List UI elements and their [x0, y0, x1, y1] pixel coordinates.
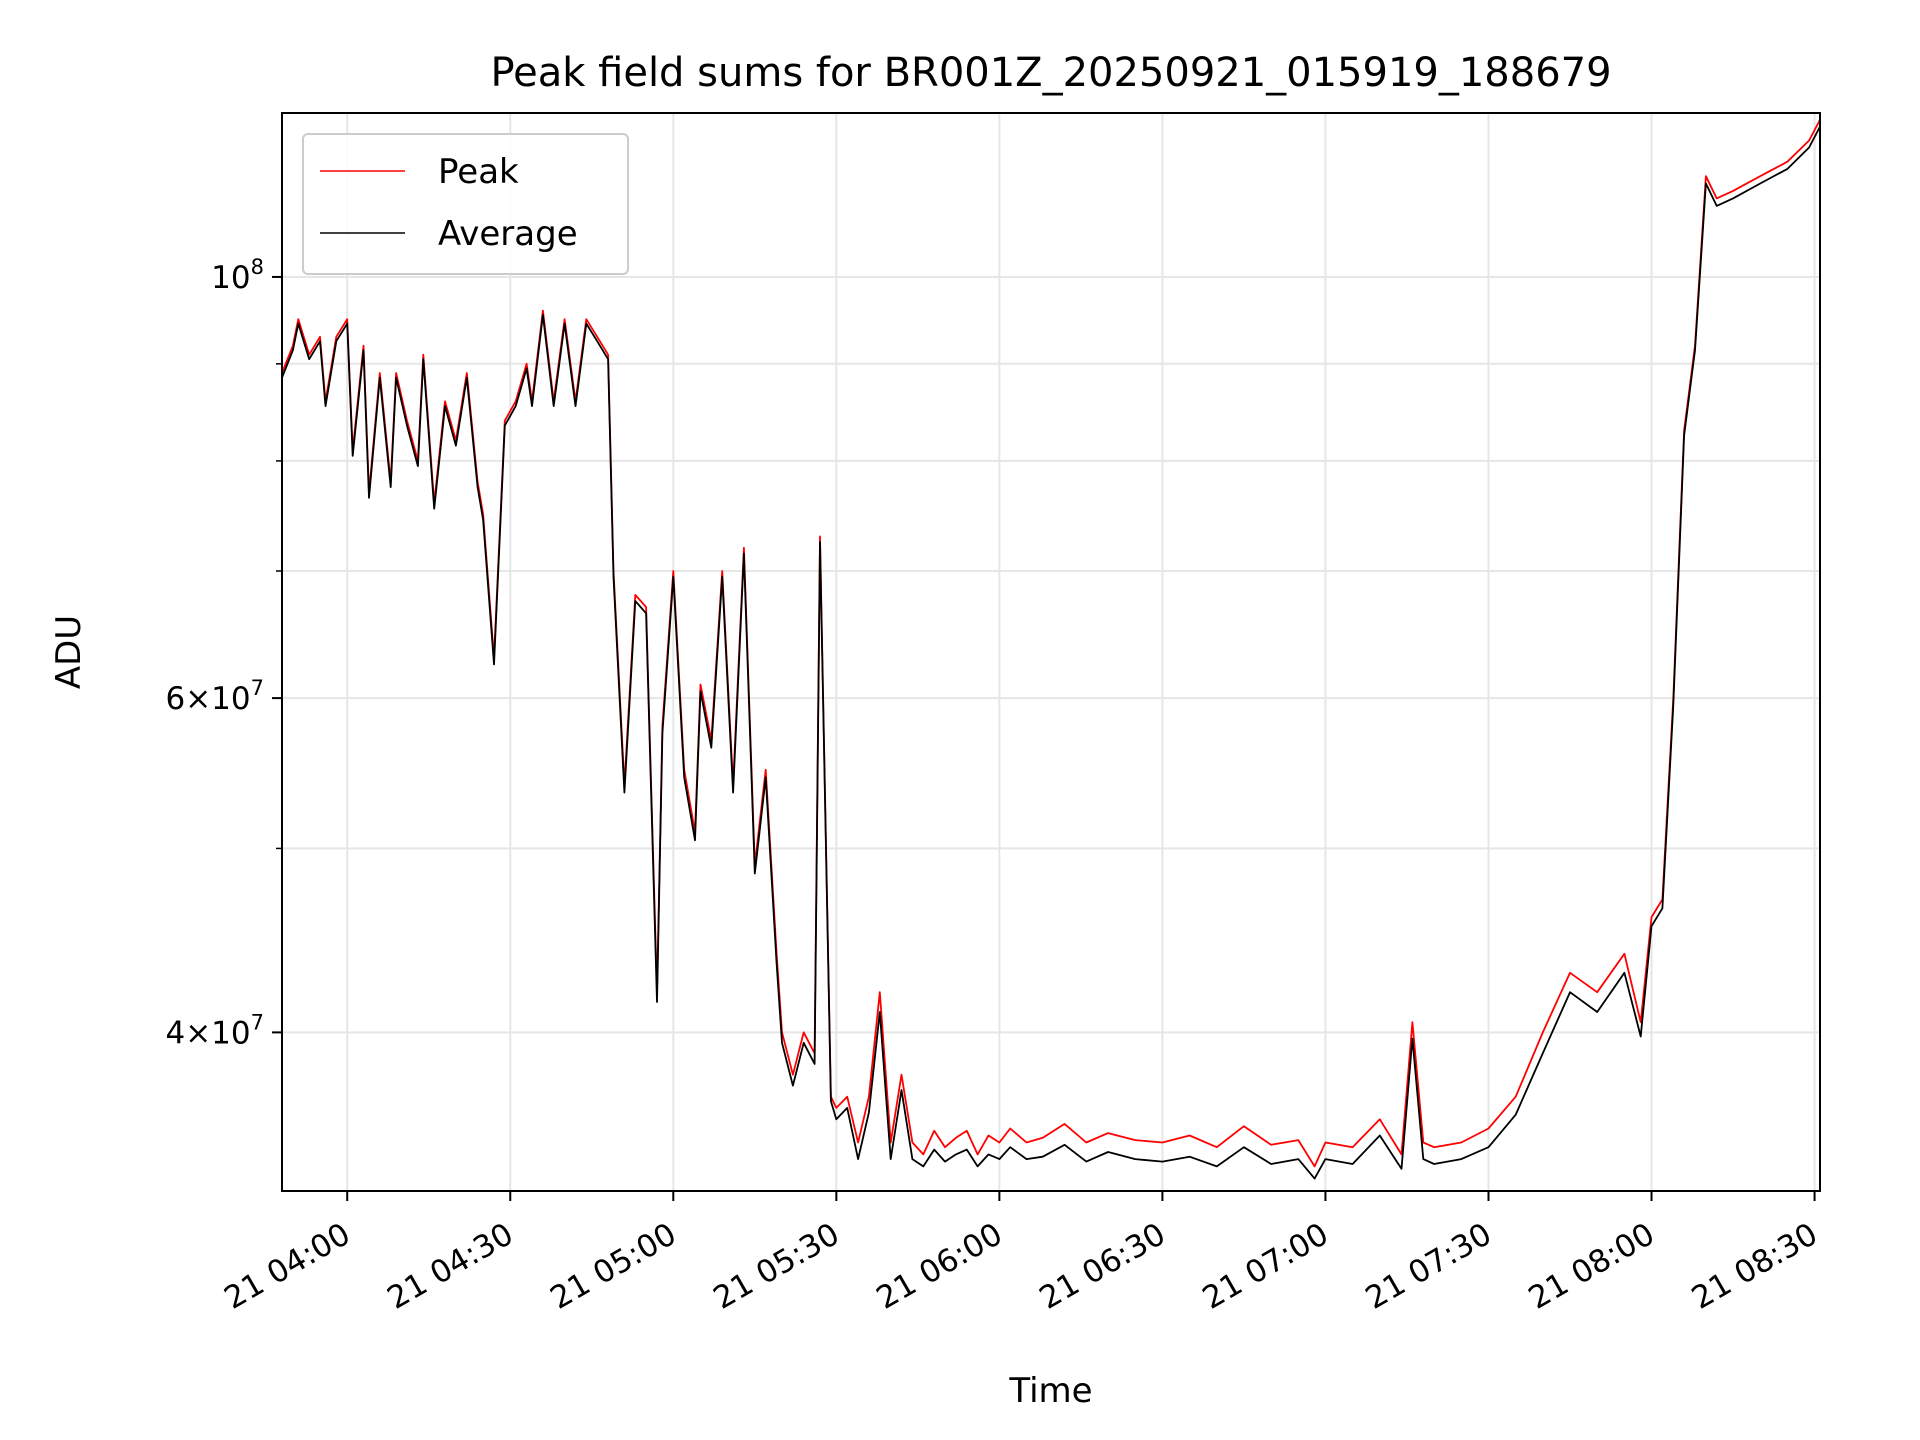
y-tick-label: 4×107	[165, 1010, 264, 1051]
y-tick-label: 108	[211, 255, 264, 296]
plot-frame	[281, 112, 1821, 1192]
plot-lines	[281, 119, 1821, 1180]
y-tick-base: 10	[211, 260, 250, 296]
y-tick-base: 4×10	[165, 1015, 250, 1051]
chart-title: Peak field sums for BR001Z_20250921_0159…	[490, 50, 1611, 96]
y-tick-exponent: 7	[251, 676, 264, 700]
legend: Peak Average	[302, 133, 629, 275]
x-axis-label: Time	[1008, 1371, 1092, 1411]
y-tick-label: 6×107	[165, 676, 264, 717]
grid	[282, 113, 1820, 1191]
y-tick-exponent: 7	[251, 1010, 264, 1034]
y-tick-exponent: 8	[251, 255, 264, 279]
y-axis-label: ADU	[49, 615, 89, 689]
legend-label-peak: Peak	[438, 152, 519, 192]
legend-label-average: Average	[438, 214, 578, 254]
legend-box	[302, 133, 629, 275]
series-line-average	[281, 126, 1821, 1180]
y-tick-base: 6×10	[165, 681, 250, 717]
